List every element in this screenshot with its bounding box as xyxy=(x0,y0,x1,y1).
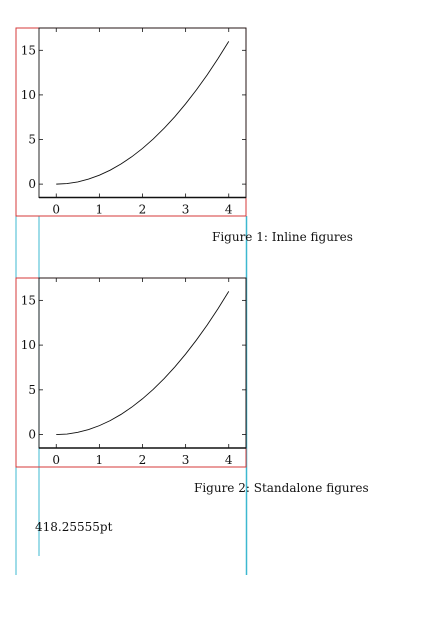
x-tick-label: 3 xyxy=(182,203,190,217)
figure-2-plot: 0 1 2 3 4 0 5 10 15 xyxy=(15,277,247,468)
figure-1-series-line xyxy=(56,41,230,185)
figure-2-caption: Figure 2: Standalone figures xyxy=(194,481,369,495)
x-tick-label: 1 xyxy=(96,453,104,467)
figure-2-axes-box xyxy=(38,277,247,449)
y-tick-label: 0 xyxy=(28,177,36,191)
figure-2-series-line xyxy=(56,291,230,436)
y-tick-label: 10 xyxy=(21,338,36,352)
figure-1-bounding-box xyxy=(15,27,247,217)
y-tick-label: 15 xyxy=(21,293,36,307)
x-tick-label: 4 xyxy=(225,203,233,217)
x-tick-label: 0 xyxy=(52,203,60,217)
y-tick-label: 15 xyxy=(21,43,36,57)
figure-1-plot: 0 1 2 3 4 0 5 10 15 xyxy=(15,27,247,217)
x-tick-label: 4 xyxy=(225,453,233,467)
figure-2-bounding-box xyxy=(15,277,247,468)
figure-1-caption: Figure 1: Inline figures xyxy=(212,230,353,244)
x-tick-label: 0 xyxy=(52,453,60,467)
y-tick-label: 5 xyxy=(28,383,36,397)
x-tick-label: 2 xyxy=(139,203,147,217)
y-tick-label: 5 xyxy=(28,133,36,147)
x-tick-label: 3 xyxy=(182,453,190,467)
figure-1-x-ticks: 0 1 2 3 4 xyxy=(52,28,233,217)
figure-2-y-ticks: 0 5 10 15 xyxy=(21,293,246,442)
length-readout: 418.25555pt xyxy=(35,520,113,534)
x-tick-label: 2 xyxy=(139,453,147,467)
y-tick-label: 0 xyxy=(28,428,36,442)
figure-1-axes-box xyxy=(38,27,247,198)
x-tick-label: 1 xyxy=(96,203,104,217)
y-tick-label: 10 xyxy=(21,88,36,102)
figure-2-x-ticks: 0 1 2 3 4 xyxy=(52,278,233,467)
figure-1-y-ticks: 0 5 10 15 xyxy=(21,43,246,191)
